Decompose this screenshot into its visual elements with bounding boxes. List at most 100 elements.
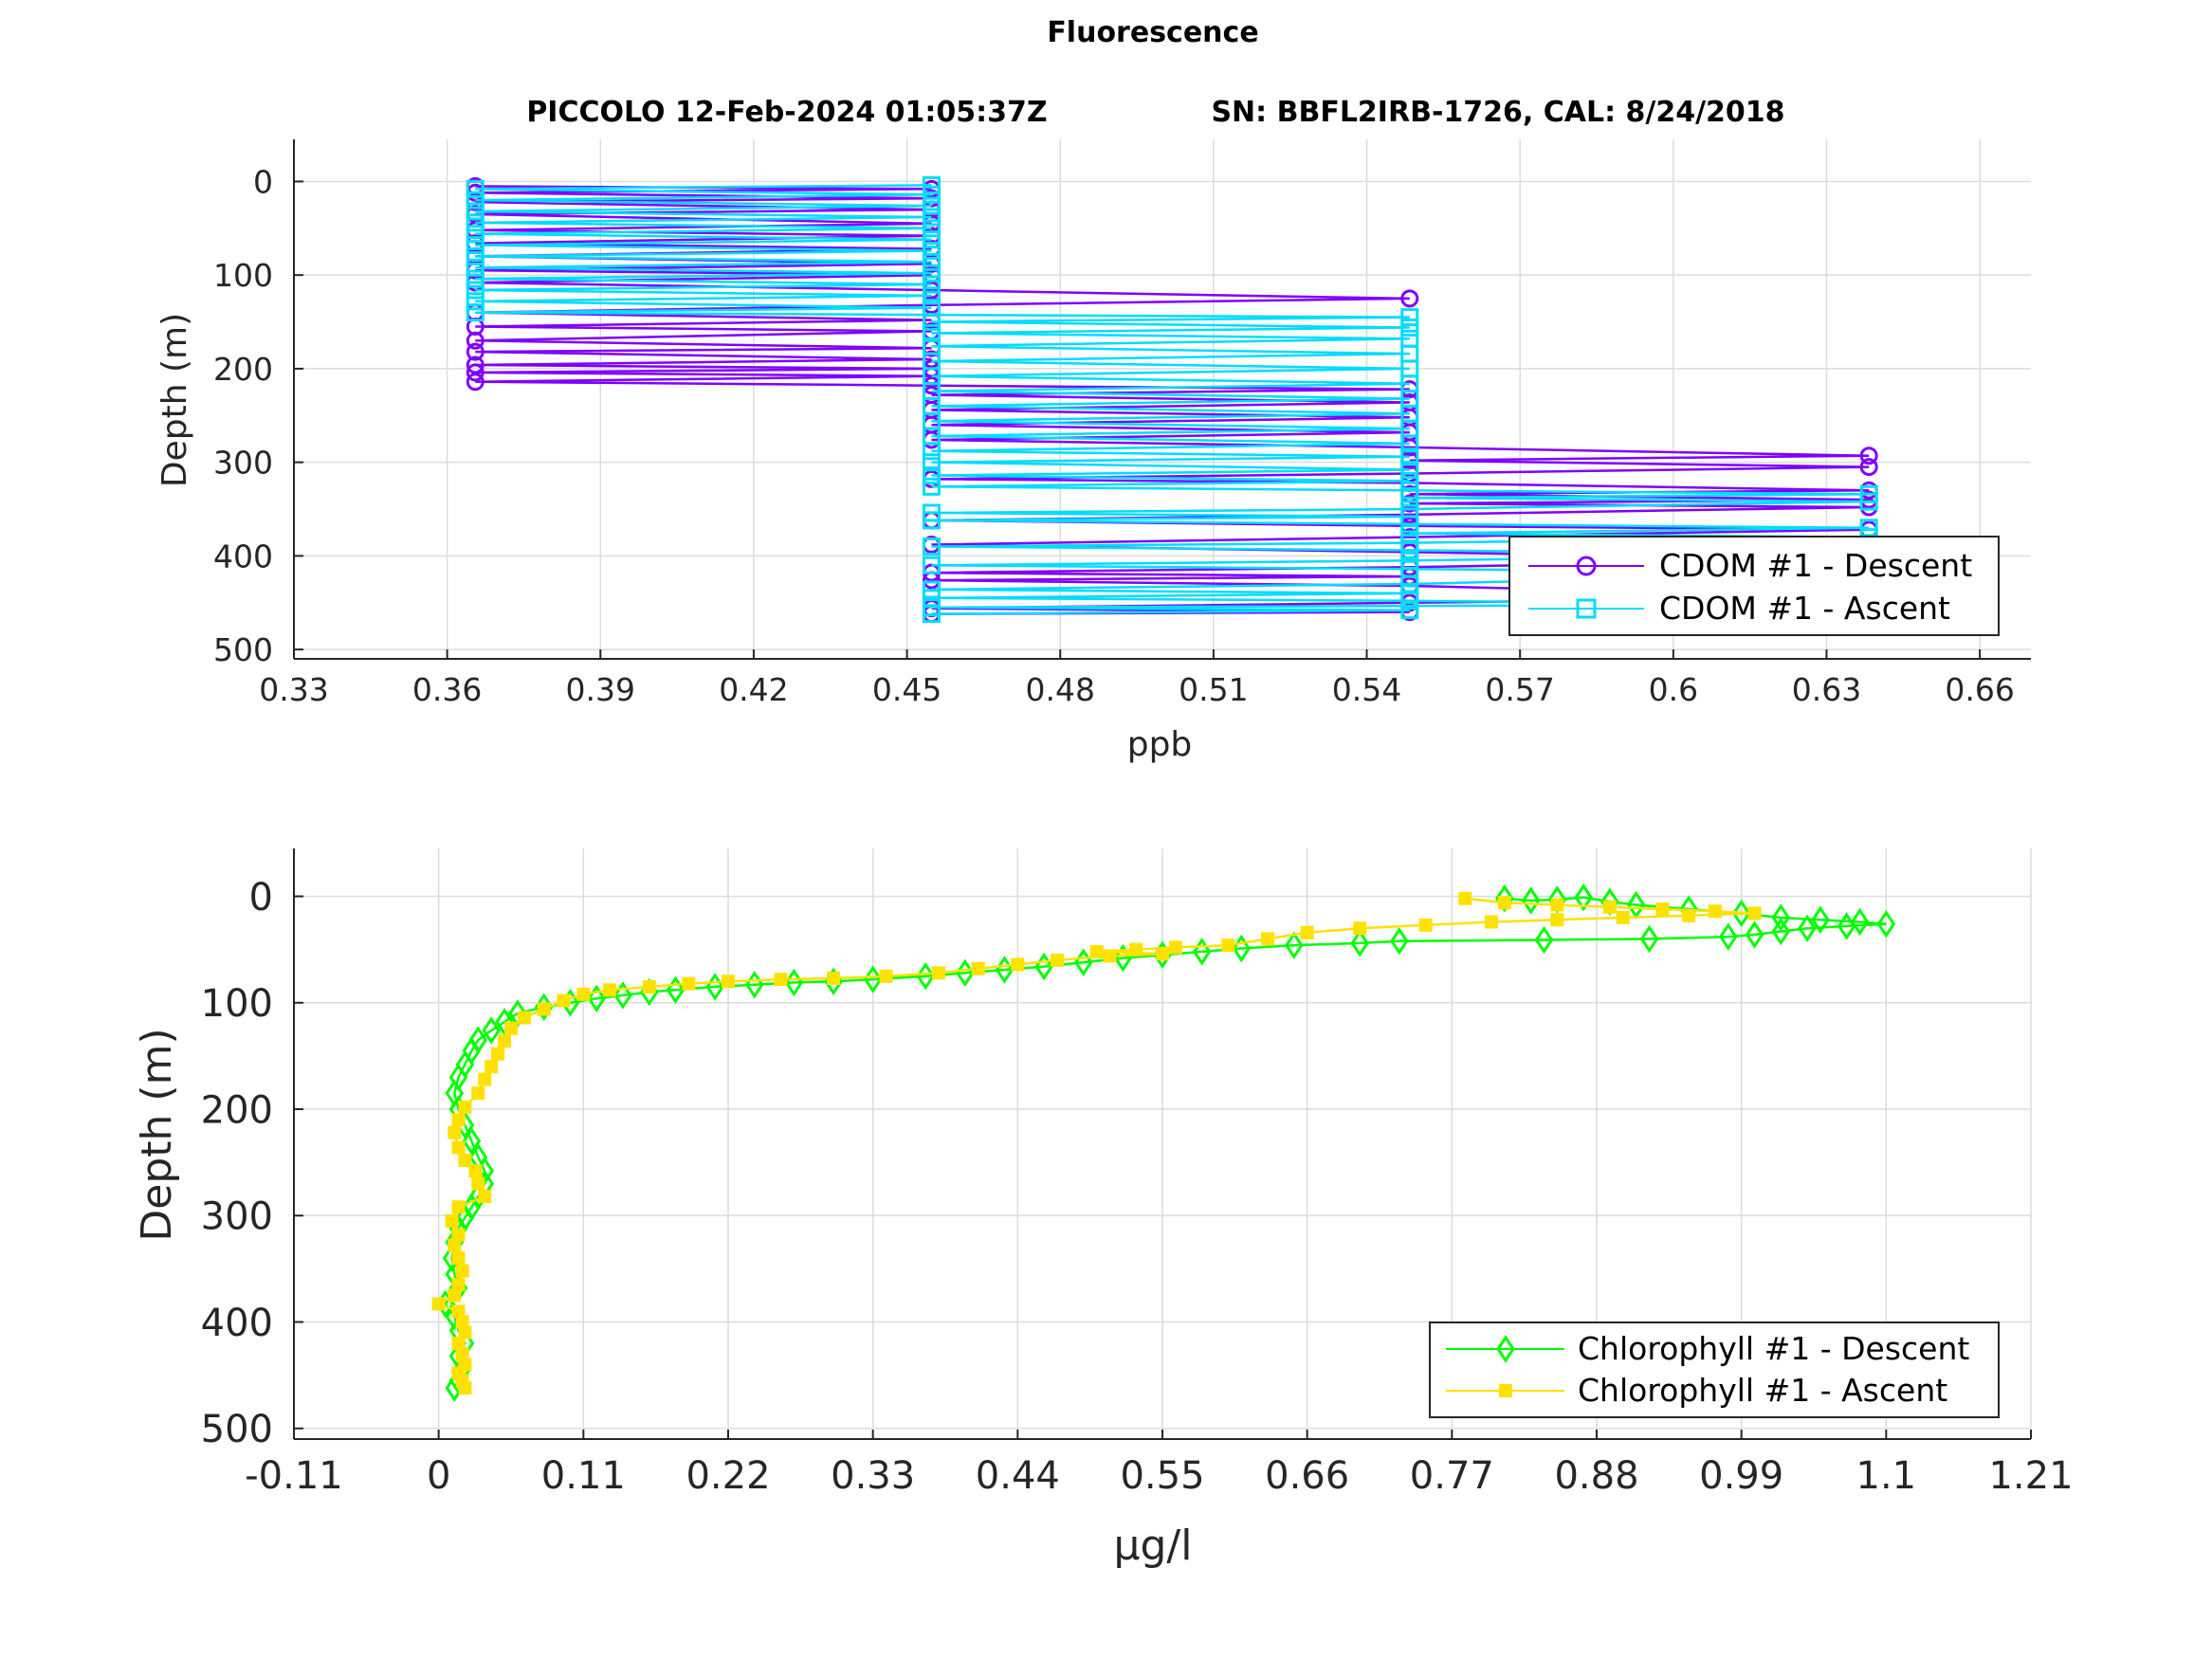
chlorophyll-x-tick-label: 0.88 xyxy=(1554,1454,1638,1498)
cdom-y-tick-label: 0 xyxy=(253,163,273,200)
chlorophyll-legend-box xyxy=(1429,1322,2000,1418)
chlorophyll-series-0-point xyxy=(1798,914,1817,942)
cdom-series-1-point xyxy=(922,503,941,522)
chlorophyll-series-0-point xyxy=(1850,907,1870,937)
cdom-series-0-point xyxy=(466,342,484,361)
cdom-legend-box xyxy=(1508,536,2000,636)
figure-subtitle-right: SN: BBFL2IRB-1726, CAL: 8/24/2018 xyxy=(1211,96,1784,129)
chlorophyll-series-1-point xyxy=(455,1347,469,1361)
cdom-series-1-point xyxy=(1400,329,1419,348)
cdom-y-tick-label: 400 xyxy=(213,538,273,574)
cdom-series-1-point xyxy=(1400,461,1419,480)
chlorophyll-series-0-point xyxy=(1639,924,1659,954)
cdom-axes xyxy=(293,139,2031,660)
cdom-series-0-point xyxy=(466,331,484,350)
cdom-series-1-point xyxy=(466,269,484,288)
chlorophyll-series-1-point xyxy=(471,1176,485,1191)
legend-cdom-ascent-label: CDOM #1 - Ascent xyxy=(1659,590,1950,627)
cdom-series-1-point xyxy=(922,286,941,305)
chlorophyll-series-1-point xyxy=(1602,900,1617,914)
cdom-series-1-point xyxy=(466,258,484,277)
cdom-y-tick-label: 500 xyxy=(213,631,273,668)
cdom-y-axis-label: Depth (m) xyxy=(155,313,194,487)
cdom-series-0-point xyxy=(466,363,484,382)
chlorophyll-series-1-point xyxy=(1129,942,1143,957)
chlorophyll-series-0-point xyxy=(1876,909,1896,939)
cdom-series-1-point xyxy=(922,580,941,599)
cdom-series-1-point xyxy=(922,323,941,342)
chlorophyll-series-1-point xyxy=(504,1021,518,1035)
chlorophyll-y-axis-label: Depth (m) xyxy=(133,1028,181,1241)
chlorophyll-y-tick-label: 300 xyxy=(201,1195,273,1239)
chlorophyll-series-0-point xyxy=(1745,921,1764,949)
chlorophyll-series-1-point xyxy=(451,1228,466,1242)
cdom-series-0-point xyxy=(1859,458,1878,477)
chlorophyll-series-0-point xyxy=(1837,912,1856,940)
chlorophyll-series-1-point xyxy=(1747,906,1762,921)
chlorophyll-series-1-point xyxy=(537,1002,551,1016)
chlorophyll-axes xyxy=(293,848,2032,1440)
cdom-x-tick-label: 0.36 xyxy=(412,671,482,708)
chlorophyll-x-tick-label: 0.99 xyxy=(1699,1454,1783,1498)
chlorophyll-series-1-point xyxy=(682,976,696,991)
cdom-y-tick-label: 100 xyxy=(213,257,273,294)
chlorophyll-series-1-point xyxy=(478,1190,492,1204)
cdom-legend: CDOM #1 - Descent CDOM #1 - Ascent xyxy=(1508,536,2000,636)
cdom-series-1-point xyxy=(922,175,941,194)
chlorophyll-series-1-point xyxy=(1497,896,1511,910)
chlorophyll-series-1-point xyxy=(1708,904,1722,919)
chlorophyll-x-tick-label: 0.44 xyxy=(976,1454,1060,1498)
legend-chl-ascent-label: Chlorophyll #1 - Ascent xyxy=(1578,1372,1947,1409)
cdom-series-1-point xyxy=(922,196,941,215)
chlorophyll-series-1-point xyxy=(603,983,617,997)
cdom-series-1-point xyxy=(1400,534,1419,553)
cdom-series-1-point xyxy=(922,598,941,617)
chlorophyll-series-1-point xyxy=(1156,947,1169,961)
cdom-series-1-point xyxy=(922,465,941,484)
chlorophyll-series-0-point xyxy=(1731,899,1751,928)
cdom-series-1-point xyxy=(922,185,941,204)
figure-subtitle-left: PICCOLO 12-Feb-2024 01:05:37Z xyxy=(526,96,1047,129)
legend-cdom-ascent-marker xyxy=(1576,598,1597,619)
chlorophyll-series-1-point xyxy=(451,1140,466,1155)
chlorophyll-series-1-point xyxy=(458,1153,472,1167)
chlorophyll-series-1-point xyxy=(722,975,735,989)
cdom-series-1-point xyxy=(922,230,941,249)
cdom-series-0-point xyxy=(1859,447,1878,465)
chlorophyll-series-1-point xyxy=(458,1325,472,1340)
chlorophyll-series-1-point xyxy=(451,1336,466,1350)
chlorophyll-series-1-point xyxy=(471,1086,485,1101)
chlorophyll-x-tick-label: 0.11 xyxy=(541,1454,626,1498)
cdom-series-1-point xyxy=(1400,524,1419,543)
chlorophyll-series-1-point xyxy=(774,973,788,987)
chlorophyll-x-tick-label: 1.21 xyxy=(1988,1454,2073,1498)
cdom-x-axis-label: ppb xyxy=(1127,725,1193,764)
chlorophyll-tick-labels: -0.11 0 0.11 0.22 0.33 0.44 0.55 0.66 0.77 0.88 0.… xyxy=(201,876,2074,1498)
cdom-series-1-point xyxy=(466,202,484,221)
cdom-series-1-point xyxy=(922,299,941,318)
cdom-series-1-point xyxy=(922,337,941,356)
cdom-series-1-point xyxy=(922,241,941,260)
cdom-y-tick-label: 200 xyxy=(213,351,273,388)
chlorophyll-legend: Chlorophyll #1 - Descent Chlorophyll #1 … xyxy=(1429,1322,2000,1418)
cdom-series-1-point xyxy=(922,264,941,283)
chlorophyll-series-1-point xyxy=(451,1113,466,1127)
cdom-x-tick-label: 0.51 xyxy=(1179,671,1248,708)
cdom-series-1-point xyxy=(466,225,484,244)
chlorophyll-series-0-point xyxy=(1534,925,1554,955)
chlorophyll-series-1-point xyxy=(451,1304,466,1319)
cdom-x-tick-label: 0.39 xyxy=(566,671,635,708)
chlorophyll-panel: -0.11 0 0.11 0.22 0.33 0.44 0.55 0.66 0.77 0.88 0.… xyxy=(133,848,2074,1570)
chlorophyll-series-1-point xyxy=(879,969,893,983)
cdom-series-1-point xyxy=(466,303,484,322)
cdom-series-1-point xyxy=(466,179,484,198)
chlorophyll-series-1-point xyxy=(448,1125,462,1139)
chlorophyll-series-1-point xyxy=(576,987,591,1001)
chlorophyll-series-1-point xyxy=(1655,902,1670,916)
chlorophyll-series-0-point xyxy=(1390,926,1409,956)
chlorophyll-series-1-point xyxy=(1484,915,1498,929)
cdom-x-tick-label: 0.48 xyxy=(1025,671,1094,708)
cdom-series-1-point xyxy=(1400,481,1419,500)
chlorophyll-series-1-point xyxy=(1682,908,1696,922)
cdom-series-1-point xyxy=(1400,308,1419,327)
